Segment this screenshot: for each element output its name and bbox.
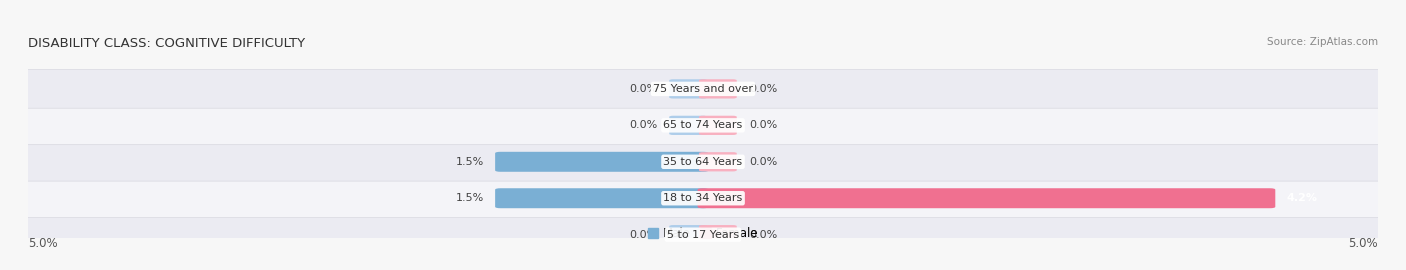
Text: 4.2%: 4.2%: [1286, 193, 1317, 203]
Text: 1.5%: 1.5%: [456, 193, 484, 203]
Legend: Male, Female: Male, Female: [648, 227, 758, 240]
FancyBboxPatch shape: [669, 79, 707, 99]
FancyBboxPatch shape: [697, 188, 1275, 208]
Text: 0.0%: 0.0%: [628, 120, 657, 130]
FancyBboxPatch shape: [17, 143, 1389, 181]
FancyBboxPatch shape: [17, 215, 1389, 254]
FancyBboxPatch shape: [699, 152, 737, 171]
FancyBboxPatch shape: [17, 179, 1389, 218]
Text: 0.0%: 0.0%: [749, 157, 778, 167]
Text: 1.5%: 1.5%: [456, 157, 484, 167]
Text: 65 to 74 Years: 65 to 74 Years: [664, 120, 742, 130]
Text: 0.0%: 0.0%: [628, 84, 657, 94]
Text: 18 to 34 Years: 18 to 34 Years: [664, 193, 742, 203]
FancyBboxPatch shape: [495, 152, 709, 172]
Text: 0.0%: 0.0%: [628, 230, 657, 240]
Text: 5 to 17 Years: 5 to 17 Years: [666, 230, 740, 240]
FancyBboxPatch shape: [17, 106, 1389, 145]
FancyBboxPatch shape: [699, 116, 737, 135]
Text: 5.0%: 5.0%: [1348, 237, 1378, 250]
FancyBboxPatch shape: [669, 225, 707, 244]
Text: 35 to 64 Years: 35 to 64 Years: [664, 157, 742, 167]
FancyBboxPatch shape: [699, 225, 737, 244]
Text: 0.0%: 0.0%: [749, 120, 778, 130]
Text: 0.0%: 0.0%: [749, 84, 778, 94]
FancyBboxPatch shape: [669, 116, 707, 135]
Text: 0.0%: 0.0%: [749, 230, 778, 240]
Text: Source: ZipAtlas.com: Source: ZipAtlas.com: [1267, 37, 1378, 47]
Text: DISABILITY CLASS: COGNITIVE DIFFICULTY: DISABILITY CLASS: COGNITIVE DIFFICULTY: [28, 37, 305, 50]
Text: 5.0%: 5.0%: [28, 237, 58, 250]
FancyBboxPatch shape: [495, 188, 709, 208]
FancyBboxPatch shape: [699, 79, 737, 99]
Text: 75 Years and over: 75 Years and over: [652, 84, 754, 94]
FancyBboxPatch shape: [17, 70, 1389, 108]
